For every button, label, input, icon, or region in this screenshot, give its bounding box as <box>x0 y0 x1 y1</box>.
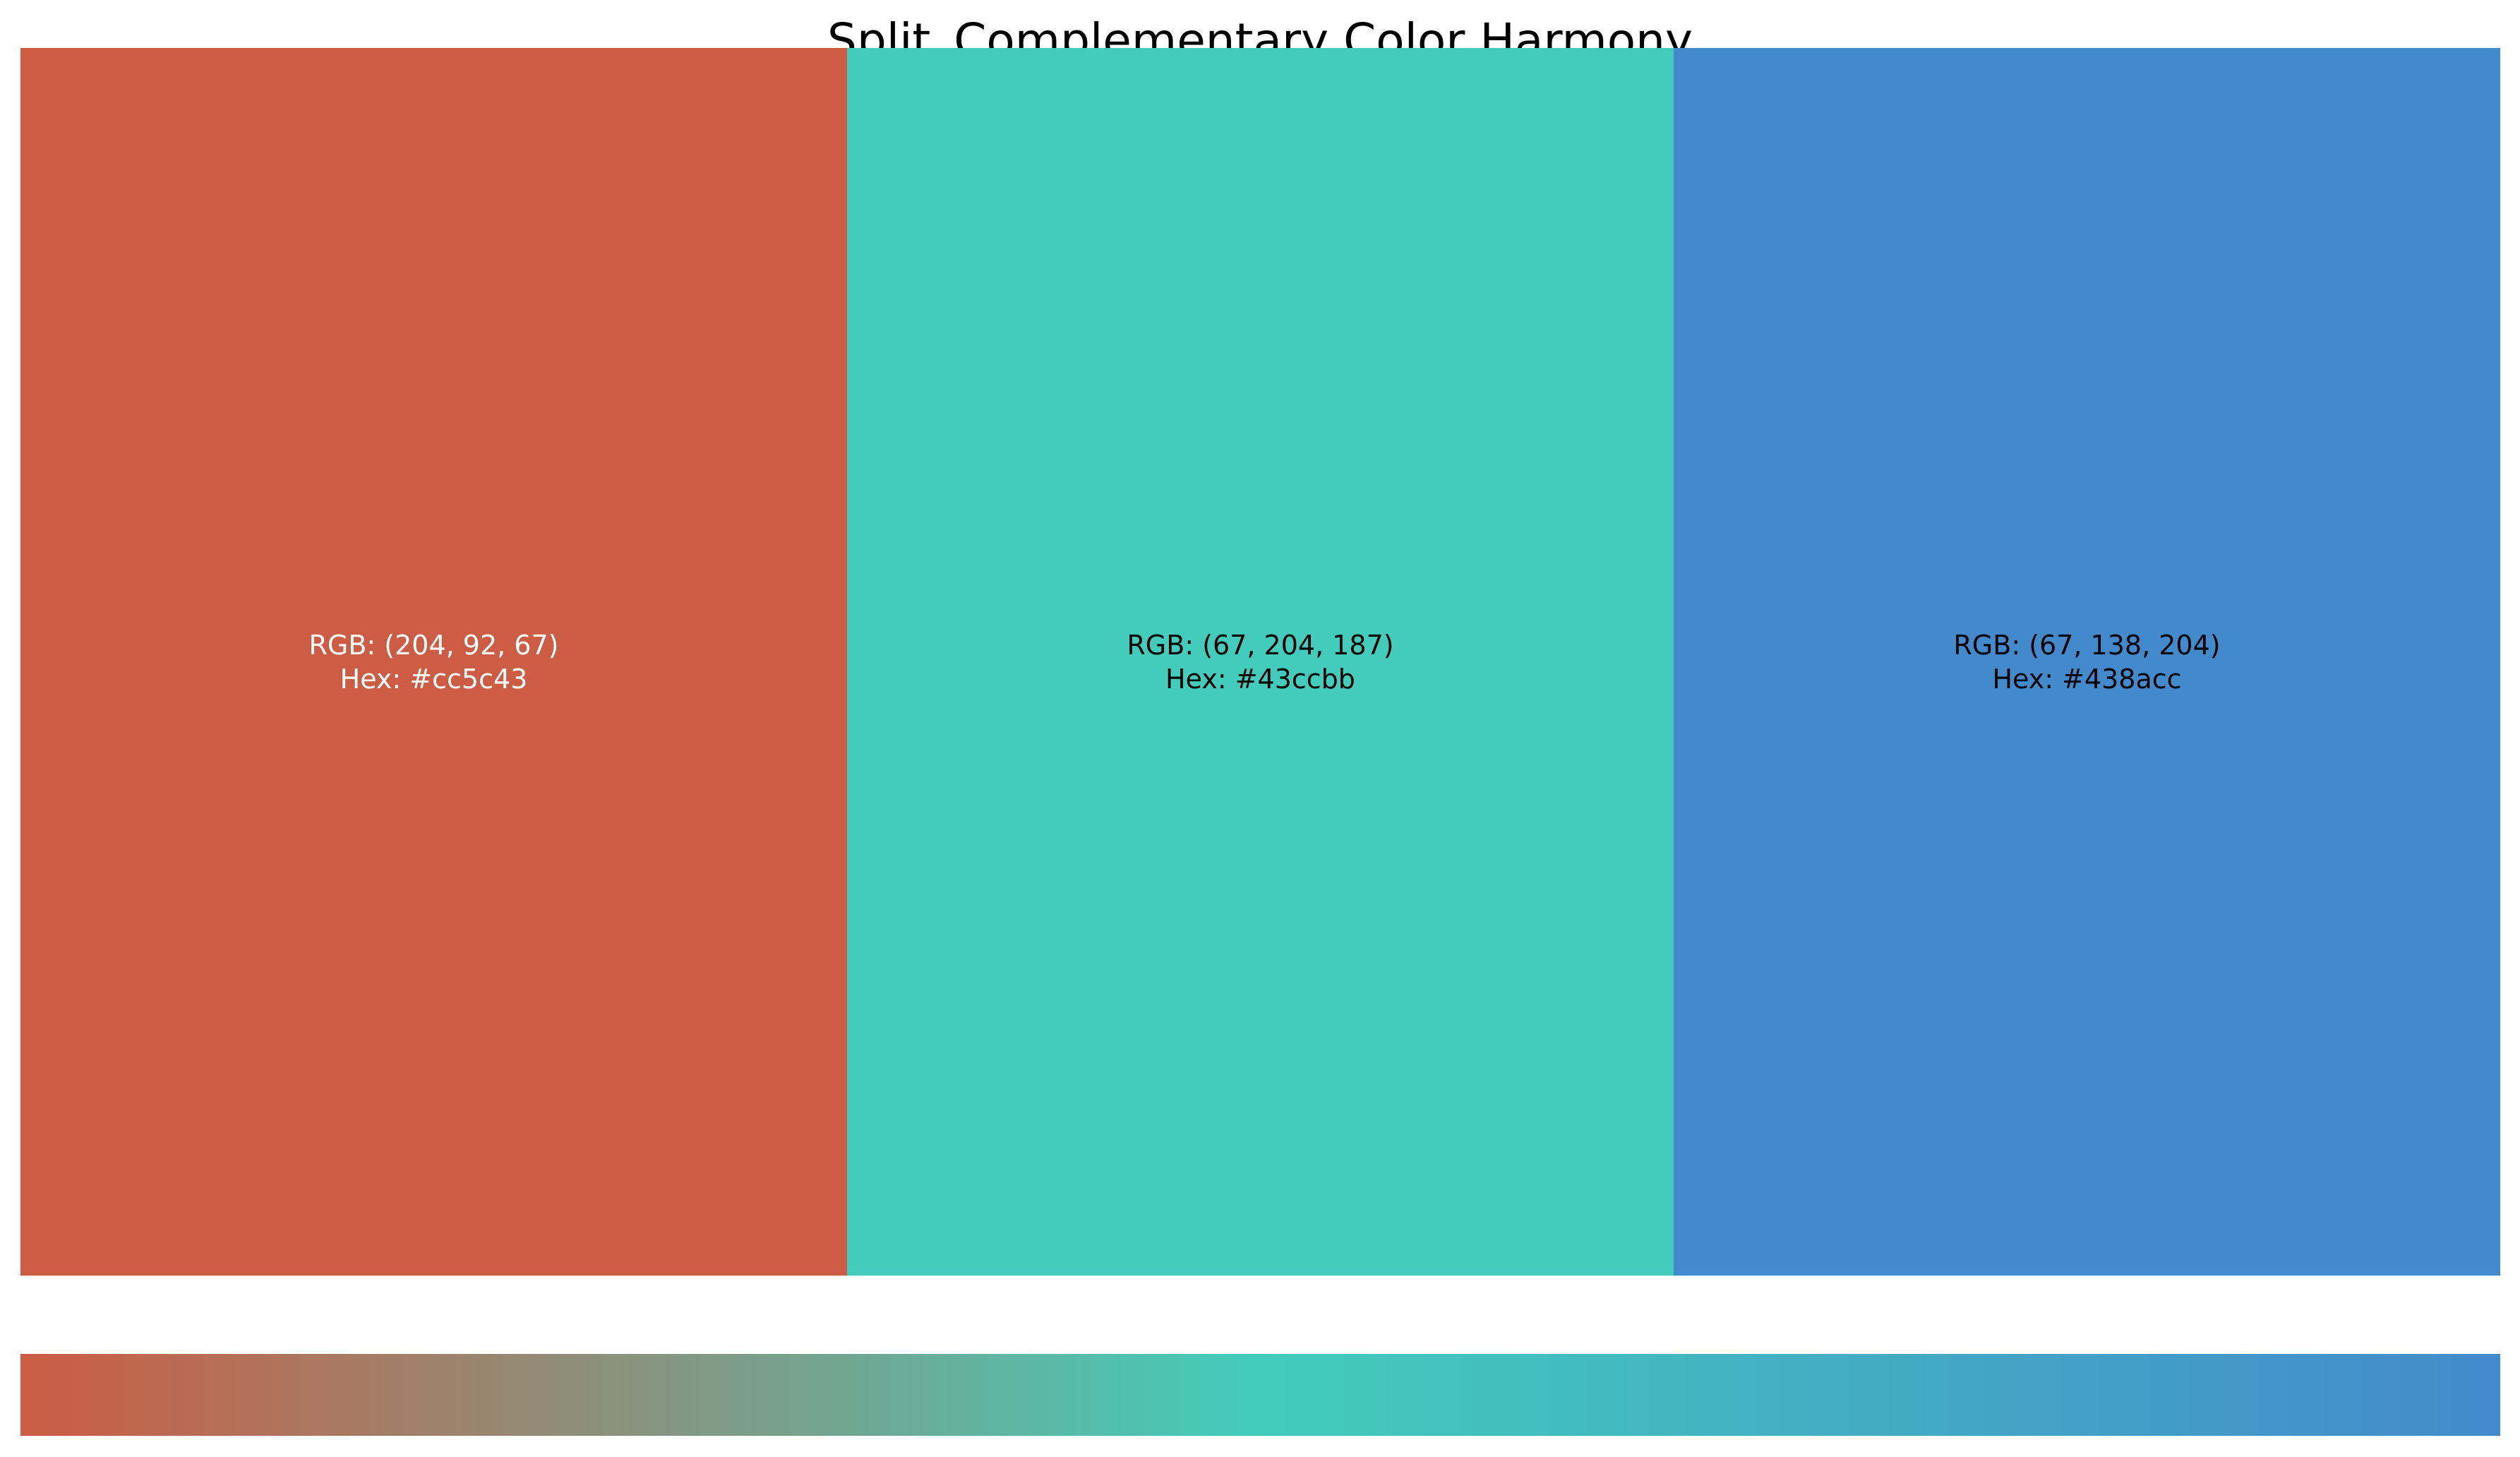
swatch-2: RGB: (67, 204, 187) Hex: #43ccbb <box>847 48 1674 1276</box>
swatch-1-rgb-label: RGB: (204, 92, 67) <box>308 629 559 661</box>
swatch-3-rgb-label: RGB: (67, 138, 204) <box>1953 629 2221 661</box>
swatch-row: RGB: (204, 92, 67) Hex: #cc5c43 RGB: (67… <box>20 48 2500 1276</box>
swatch-3-hex-label: Hex: #438acc <box>1992 663 2182 695</box>
swatch-2-hex-label: Hex: #43ccbb <box>1165 663 1355 695</box>
gradient-bar <box>20 1354 2500 1436</box>
swatch-2-rgb-label: RGB: (67, 204, 187) <box>1127 629 1394 661</box>
swatch-3: RGB: (67, 138, 204) Hex: #438acc <box>1674 48 2500 1276</box>
swatch-1: RGB: (204, 92, 67) Hex: #cc5c43 <box>20 48 847 1276</box>
swatch-1-hex-label: Hex: #cc5c43 <box>340 663 528 695</box>
